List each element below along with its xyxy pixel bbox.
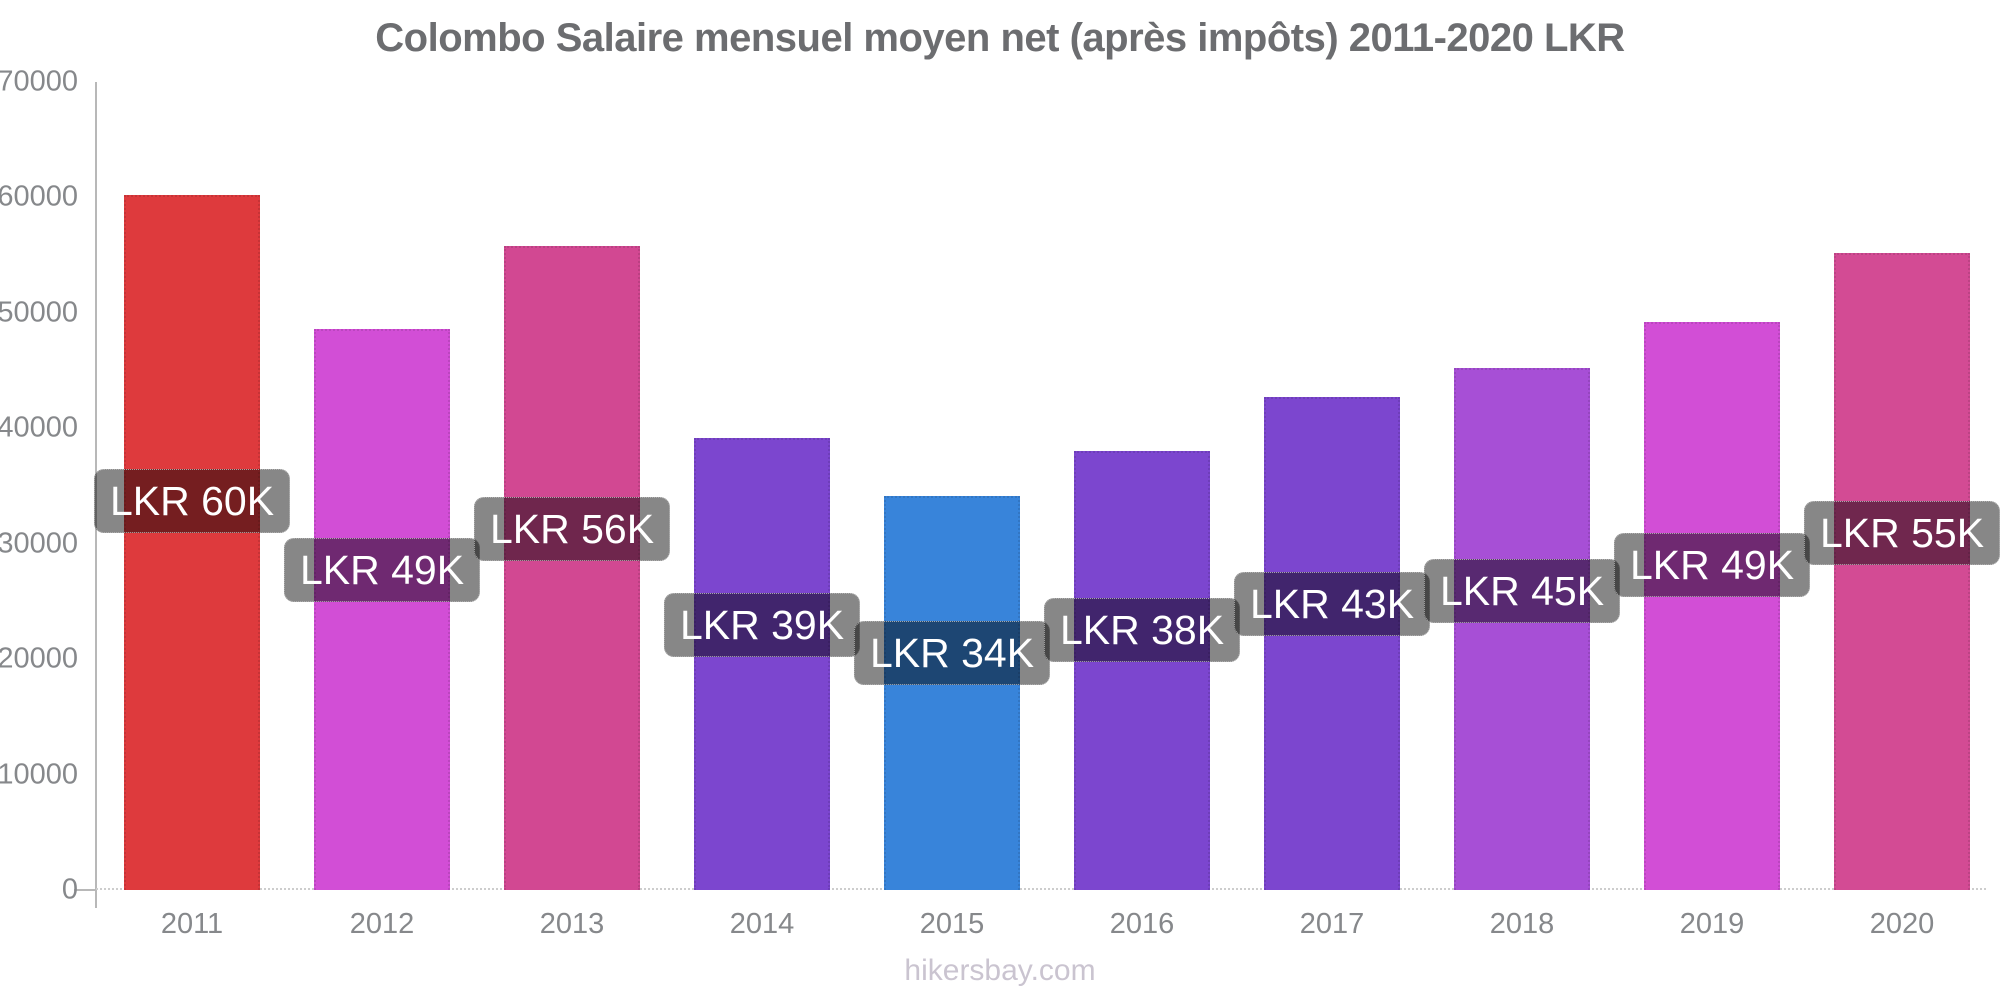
x-tick-label-2020: 2020 (1869, 908, 1935, 940)
x-tick-label-2011: 2011 (160, 908, 224, 940)
y-tick-label: 60000 (0, 180, 78, 213)
y-tick-label: 50000 (0, 296, 78, 329)
x-tick-label-2012: 2012 (349, 908, 415, 940)
y-tick-label: 40000 (0, 411, 78, 444)
x-tick-label-2015: 2015 (919, 908, 985, 940)
bar-2020[interactable] (1834, 252, 1970, 890)
y-axis-zero-tick (74, 889, 96, 891)
bar-2012[interactable] (314, 329, 450, 890)
y-tick-label: 70000 (0, 65, 78, 98)
bar-2013[interactable] (504, 245, 640, 890)
bar-2019[interactable] (1644, 322, 1780, 890)
x-tick-label-2016: 2016 (1109, 908, 1175, 940)
bar-2014[interactable] (694, 437, 830, 890)
bar-value-label-2016: LKR 38K (1043, 598, 1241, 662)
x-tick-label-2019: 2019 (1679, 908, 1745, 940)
y-tick-label: 20000 (0, 642, 78, 675)
y-tick-label: 30000 (0, 527, 78, 560)
bar-2018[interactable] (1454, 368, 1590, 890)
bar-2017[interactable] (1264, 397, 1400, 890)
bar-value-label-2020: LKR 55K (1803, 501, 2000, 565)
x-tick-label-2014: 2014 (729, 908, 795, 940)
bar-value-label-2011: LKR 60K (93, 469, 291, 533)
y-tick-label: 10000 (0, 758, 78, 791)
x-axis-baseline (96, 888, 1986, 890)
y-axis-line (95, 82, 97, 908)
bar-2016[interactable] (1074, 451, 1210, 890)
bar-value-label-2017: LKR 43K (1233, 572, 1431, 636)
watermark: hikersbay.com (904, 954, 1096, 987)
x-tick-label-2013: 2013 (539, 908, 605, 940)
bar-2011[interactable] (124, 195, 260, 890)
bar-value-label-2018: LKR 45K (1423, 559, 1621, 623)
x-tick-label-2017: 2017 (1299, 908, 1365, 940)
x-tick-label-2018: 2018 (1489, 908, 1555, 940)
bar-value-label-2015: LKR 34K (853, 621, 1051, 685)
bar-value-label-2019: LKR 49K (1613, 533, 1811, 597)
bar-value-label-2013: LKR 56K (473, 497, 671, 561)
bar-value-label-2012: LKR 49K (283, 538, 481, 602)
y-tick-label: 0 (61, 873, 78, 906)
chart-title: Colombo Salaire mensuel moyen net (après… (375, 16, 1625, 60)
bar-value-label-2014: LKR 39K (663, 593, 861, 657)
bar-2015[interactable] (884, 496, 1020, 890)
